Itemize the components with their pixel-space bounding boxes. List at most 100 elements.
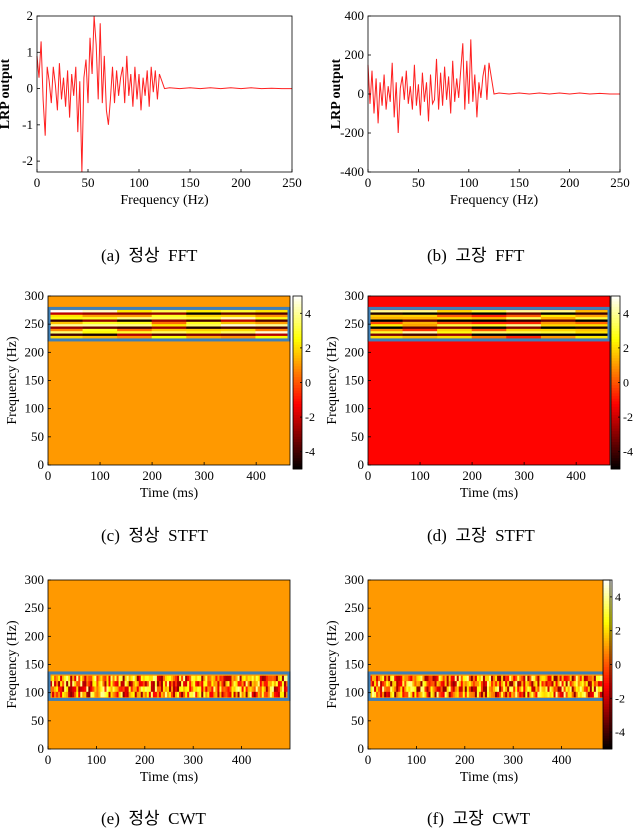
heatmap-cell xyxy=(269,686,273,693)
heatmap-cell xyxy=(197,675,200,682)
heatmap-cell xyxy=(460,691,464,698)
heatmap-cell xyxy=(398,686,401,693)
heatmap-cell xyxy=(585,691,589,698)
heatmap-cell xyxy=(432,675,435,682)
chart-b: 0 50 100 150 200 250 -400 -200 0 200 400 Frequency … xyxy=(329,8,630,208)
heatmap-cell xyxy=(507,691,510,698)
heatmap-cell xyxy=(207,681,210,687)
heatmap-cell xyxy=(540,333,576,337)
heatmap-cell xyxy=(416,675,419,682)
heatmap-cell xyxy=(269,681,273,687)
heatmap-cell xyxy=(547,681,550,687)
heatmap-cell xyxy=(98,675,101,682)
heatmap-cell xyxy=(437,333,473,337)
colorbar-tick-label: 4 xyxy=(305,306,311,320)
heatmap-cell xyxy=(220,331,256,334)
heatmap-cell xyxy=(175,675,178,682)
heatmap-cell xyxy=(412,675,415,682)
heatmap-cell xyxy=(116,681,119,687)
heatmap-cell xyxy=(426,691,429,698)
heatmap-cell xyxy=(531,686,534,693)
heatmap-cell xyxy=(489,686,492,693)
heatmap-cell xyxy=(382,675,385,682)
heatmap-cell xyxy=(275,691,279,698)
heatmap-cell xyxy=(257,691,261,698)
heatmap-cell xyxy=(404,686,407,693)
heatmap-cell xyxy=(531,681,534,687)
heatmap-cell xyxy=(213,675,216,682)
heatmap-cell xyxy=(116,686,119,693)
heatmap-cell xyxy=(545,691,548,698)
heatmap-cell xyxy=(94,675,97,682)
heatmap-cell xyxy=(120,686,123,693)
heatmap-cell xyxy=(476,691,480,698)
heatmap-cell xyxy=(263,675,267,682)
caption-e: (e) 정상 CWT xyxy=(101,809,206,828)
heatmap-cell xyxy=(437,314,473,318)
x-axis-label: Frequency (Hz) xyxy=(450,193,539,208)
heatmap-cell xyxy=(243,681,246,687)
heatmap-cell xyxy=(66,675,69,682)
heatmap-cell xyxy=(575,312,611,315)
colorbar-tick-label: 2 xyxy=(305,341,311,355)
heatmap-cell xyxy=(575,324,611,327)
heatmap-cell xyxy=(555,675,558,682)
x-tick-label: 200 xyxy=(135,752,155,767)
heatmap-cell xyxy=(543,686,546,693)
heatmap-cell xyxy=(183,686,186,693)
heatmap-cell xyxy=(152,675,156,682)
heatmap-cell xyxy=(571,686,574,693)
heatmap-cell xyxy=(577,691,581,698)
heatmap-cell xyxy=(245,686,248,693)
heatmap-cell xyxy=(563,675,566,682)
y-tick-label: 50 xyxy=(351,429,364,444)
heatmap-cell xyxy=(388,675,391,682)
heatmap-cell xyxy=(474,675,478,682)
heatmap-cell xyxy=(517,686,520,693)
heatmap-cell xyxy=(158,686,162,693)
heatmap-cell xyxy=(84,681,87,687)
heatmap-cell xyxy=(104,675,107,682)
y-tick-label: 50 xyxy=(31,429,44,444)
heatmap-cell xyxy=(410,675,413,682)
heatmap-cell xyxy=(571,681,574,687)
heatmap-cell xyxy=(148,675,152,682)
heatmap-cell xyxy=(154,675,158,682)
heatmap-cell xyxy=(563,681,566,687)
x-tick-label: 150 xyxy=(180,175,200,190)
y-tick-label: 100 xyxy=(345,685,365,700)
heatmap-cell xyxy=(402,331,438,334)
heatmap-cell xyxy=(585,675,589,682)
heatmap-cell xyxy=(593,686,597,693)
heatmap-cell xyxy=(450,686,453,693)
heatmap-cell xyxy=(126,691,129,698)
heatmap-cell xyxy=(448,686,451,693)
heatmap-cell xyxy=(438,686,441,693)
heatmap-cell xyxy=(517,675,520,682)
colorbar-tick-label: -2 xyxy=(615,691,625,705)
colorbar-tick-label: -4 xyxy=(615,725,625,739)
heatmap-cell xyxy=(88,686,91,693)
heatmap-cell xyxy=(471,331,507,334)
heatmap-cell xyxy=(416,691,419,698)
heatmap-cell xyxy=(462,686,466,693)
heatmap-cell xyxy=(150,675,154,682)
heatmap-cell xyxy=(575,310,611,313)
y-tick-label: 250 xyxy=(25,316,45,331)
heatmap-cell xyxy=(506,310,542,313)
heatmap-cell xyxy=(506,317,542,320)
heatmap-cell xyxy=(84,675,87,682)
heatmap-cell xyxy=(527,681,530,687)
heatmap-cell xyxy=(68,681,71,687)
heatmap-cell xyxy=(60,681,63,687)
heatmap-cell xyxy=(48,310,83,313)
heatmap-cell xyxy=(138,675,142,682)
heatmap-cell xyxy=(220,328,256,332)
caption-b: (b) 고장 FFT xyxy=(427,246,525,265)
heatmap-cell xyxy=(48,314,83,318)
heatmap-cell xyxy=(499,681,502,687)
heatmap-cell xyxy=(402,312,438,315)
heatmap-cell xyxy=(420,681,423,687)
heatmap-cell xyxy=(390,686,393,693)
heatmap-cell xyxy=(491,675,494,682)
